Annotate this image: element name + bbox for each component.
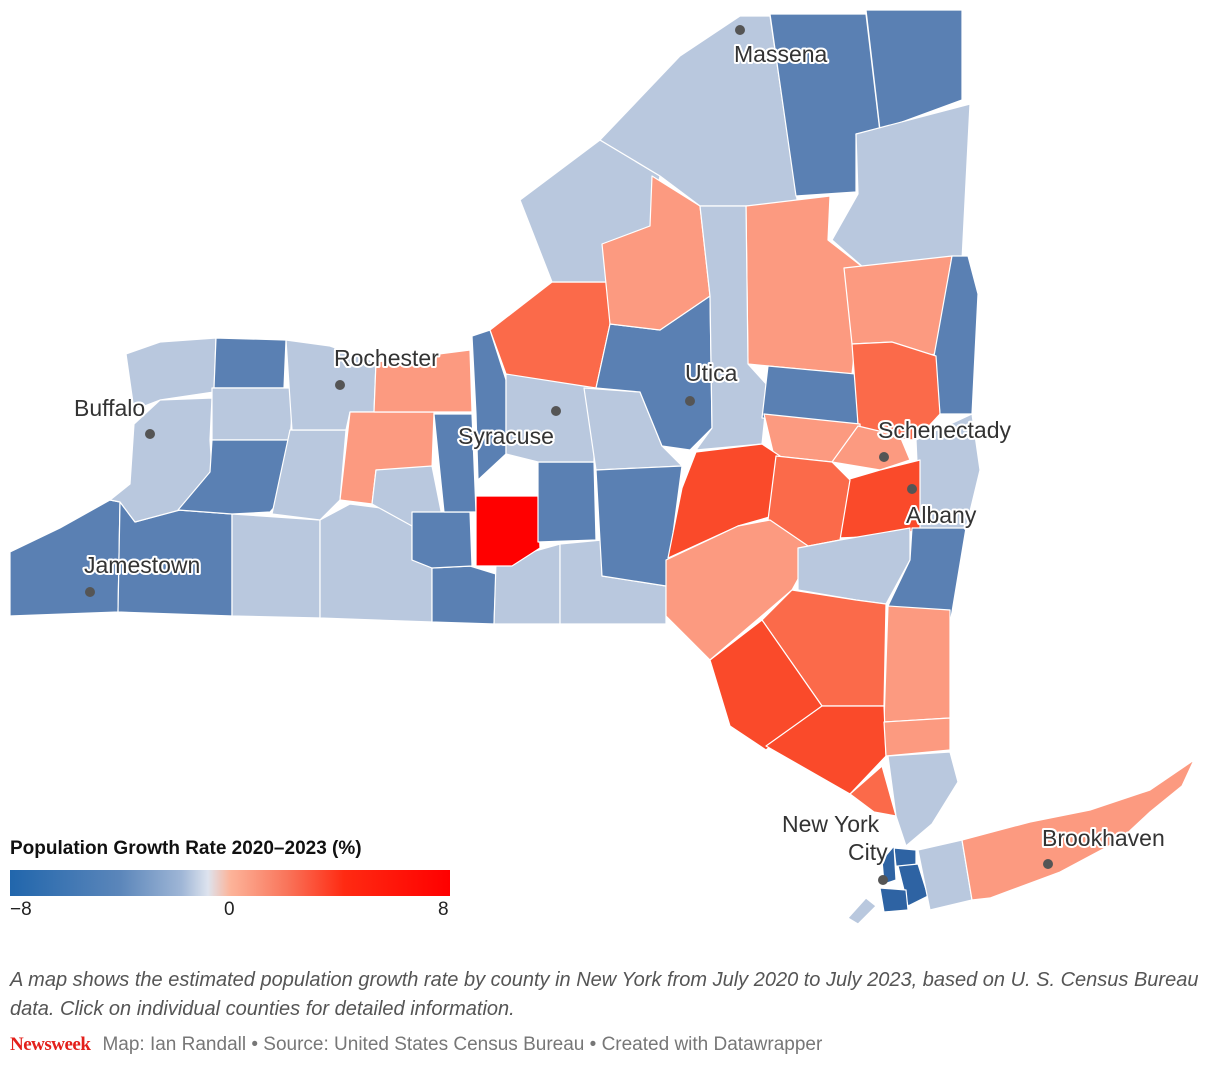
city-dot-schenectady xyxy=(879,452,889,462)
city-label-jamestown: Jamestown xyxy=(84,552,200,578)
county-chemung[interactable] xyxy=(431,565,497,625)
city-label-utica: Utica xyxy=(685,360,738,386)
county-orleans[interactable] xyxy=(213,337,287,389)
city-dot-massena xyxy=(735,25,745,35)
new-york-county-map: Massena Rochester Buffalo Utica Syracuse… xyxy=(9,9,1195,925)
footer: Newsweek Map: Ian Randall • Source: Unit… xyxy=(10,1034,822,1056)
county-richmond[interactable] xyxy=(847,897,877,925)
county-putnam[interactable] xyxy=(883,717,951,757)
legend-color-ramp xyxy=(10,870,450,896)
legend-ticks: −8 0 8 xyxy=(10,896,450,920)
city-dot-brookhaven xyxy=(1043,859,1053,869)
city-dot-jamestown xyxy=(85,587,95,597)
county-otsego[interactable] xyxy=(667,443,781,559)
county-kings[interactable] xyxy=(879,887,909,913)
county-cortland[interactable] xyxy=(537,461,597,543)
legend-title: Population Growth Rate 2020–2023 (%) xyxy=(10,838,362,859)
city-dot-new-york-city xyxy=(878,875,888,885)
city-dot-syracuse xyxy=(551,406,561,416)
color-legend: Population Growth Rate 2020–2023 (%) −8 … xyxy=(10,838,450,920)
city-label-new-york: New York xyxy=(782,811,880,837)
city-label-brookhaven: Brookhaven xyxy=(1042,825,1165,851)
map-caption: A map shows the estimated population gro… xyxy=(10,969,1199,1020)
county-schuyler[interactable] xyxy=(411,511,473,569)
county-greene[interactable] xyxy=(797,527,911,605)
legend-min-label: −8 xyxy=(10,899,32,920)
county-tompkins[interactable] xyxy=(475,495,541,567)
city-dot-rochester xyxy=(335,380,345,390)
city-dot-utica xyxy=(685,396,695,406)
county-allegany[interactable] xyxy=(231,513,321,619)
county-schenectady[interactable] xyxy=(831,425,911,471)
city-label-city: City xyxy=(848,839,888,865)
county-clinton[interactable] xyxy=(865,9,963,131)
city-dot-buffalo xyxy=(145,429,155,439)
county-erie[interactable] xyxy=(109,397,213,523)
legend-max-label: 8 xyxy=(438,899,449,920)
city-label-massena: Massena xyxy=(734,41,828,67)
county-wayne[interactable] xyxy=(373,349,473,413)
city-markers: Massena Rochester Buffalo Utica Syracuse… xyxy=(72,25,1167,885)
county-oswego[interactable] xyxy=(489,281,613,389)
city-label-albany: Albany xyxy=(906,502,977,528)
legend-mid-label: 0 xyxy=(224,899,235,920)
city-dot-albany xyxy=(907,484,917,494)
county-genesee[interactable] xyxy=(211,387,295,441)
city-label-rochester: Rochester xyxy=(334,345,439,371)
newsweek-logo[interactable]: Newsweek xyxy=(10,1034,91,1055)
city-label-schenectady: Schenectady xyxy=(878,417,1011,443)
county-suffolk[interactable] xyxy=(961,759,1195,901)
county-westchester[interactable] xyxy=(887,751,959,847)
county-dutchess[interactable] xyxy=(883,605,951,723)
city-label-syracuse: Syracuse xyxy=(458,423,554,449)
footer-credits: Map: Ian Randall • Source: United States… xyxy=(102,1034,823,1055)
city-label-buffalo: Buffalo xyxy=(74,395,145,421)
